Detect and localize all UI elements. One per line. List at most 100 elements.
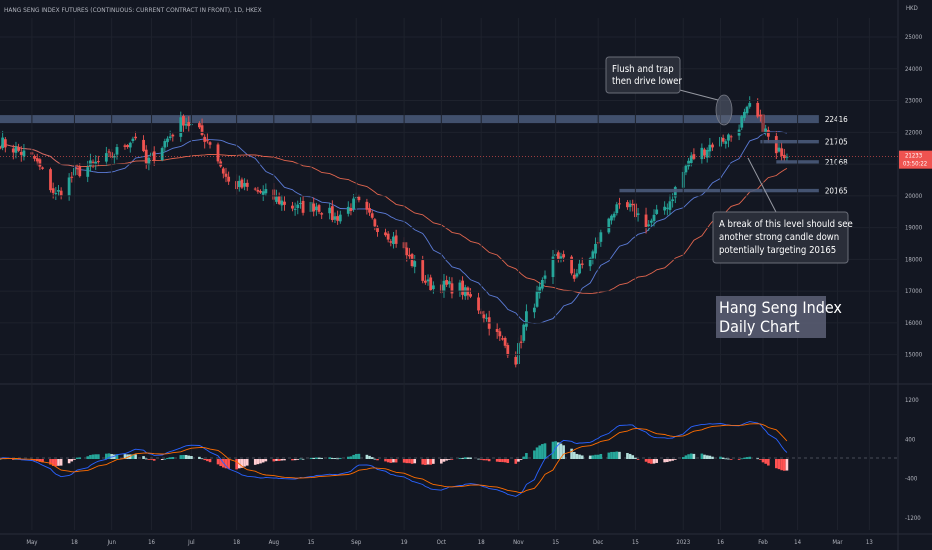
macd-histogram-bar [179,455,183,459]
macd-histogram-bar [692,453,696,459]
candle-body [346,206,350,214]
candle-body [301,200,305,213]
macd-histogram-bar [684,455,688,459]
macd-histogram-bar [700,453,704,459]
macd-histogram-bar [761,459,765,463]
macd-histogram-bar [644,459,648,462]
candle-body [570,256,574,274]
currency-label: HKD [906,5,918,12]
macd-histogram-bar [203,459,207,461]
candle-body [38,159,42,167]
candle-body [168,136,172,138]
macd-histogram-bar [131,454,135,459]
candle-body [748,103,752,107]
candle-body [86,167,90,177]
macd-histogram-bar [253,459,257,465]
candle-body [216,144,220,162]
macd-histogram-bar [365,454,369,459]
price-tick-label: 17000 [905,288,923,295]
level-label: 21705 [825,138,848,147]
macd-histogram-bar [107,453,111,459]
candle-body [559,256,563,259]
candle-body [144,149,148,164]
ma-50-line [0,142,788,294]
candle-body [283,201,286,205]
candle-body [182,115,185,126]
candle-body [703,149,706,156]
macd-histogram-bar [128,454,132,459]
candle-body [426,279,430,282]
moving-averages [0,131,788,324]
macd-histogram-bar [115,454,119,459]
macd-histogram-bar [168,457,172,459]
macd-histogram-bar [498,459,502,462]
candle-body [578,263,581,274]
macd-histogram-bar [73,459,76,460]
candle-body [11,148,15,153]
macd-histogram-bar [442,459,446,462]
macd-histogram-bar [293,459,297,461]
macd-histogram-bar [78,457,82,459]
macd-histogram-bar [317,457,321,459]
candle-body [277,196,281,204]
macd-histogram-bar [469,457,472,459]
macd-histogram-bar [354,453,358,459]
macd-histogram-bar [123,454,127,459]
macd-histogram-bar [647,459,651,464]
candle-body [538,286,542,294]
candle-body [463,287,467,297]
macd-histogram-bar [724,458,728,460]
macd-histogram-bar [759,459,762,460]
chart-label-box [716,296,826,338]
time-tick-label: 16 [148,539,155,546]
candle-body [711,144,714,148]
candle-body [618,203,621,205]
macd-histogram-bar [663,459,666,463]
macd-histogram-bar [0,459,2,460]
macd-tick-label: 1200 [905,397,919,404]
candle-body [543,275,547,279]
macd-histogram-bar [466,457,470,459]
macd-histogram-bar [421,459,425,465]
candlesticks [0,96,789,368]
candle-body [501,338,504,340]
callout-bottom-line3: potentially targeting 20165 [719,245,836,256]
last-price-value: 21233 [905,153,922,160]
candle-body [221,168,225,174]
candle-body [293,208,297,210]
candle-body [628,203,632,208]
macd-histogram-bar [275,459,278,461]
macd-histogram-bar [743,457,746,459]
macd-histogram-bar [578,454,581,459]
candle-body [394,235,398,244]
candle-body [405,247,409,256]
macd-histogram-bar [126,454,129,459]
macd-histogram-bar [216,459,220,465]
macd-histogram-bar [501,459,504,463]
macd-tick-label: -400 [905,476,918,483]
callout-bottom-line2: another strong candle down [719,232,839,243]
macd-histogram-bar [208,459,212,463]
macd-histogram-bar [440,459,443,464]
chart-label-line1: Hang Seng Index [719,298,842,317]
macd-histogram-bar [256,459,260,465]
candle-body [594,243,597,254]
candle-body [314,206,318,211]
time-tick-label: 15 [308,539,315,546]
macd-histogram-bar [554,441,557,459]
macd-histogram-bar [97,454,100,459]
time-tick-label: Sep [351,539,362,546]
candle-body [764,128,768,133]
candle-body [328,207,332,214]
candle-body [469,294,472,297]
candle-body [115,147,119,155]
macd-histogram-bar [373,458,377,460]
macd-histogram-bar [575,453,579,459]
time-tick-label: 14 [794,539,801,546]
candle-body [671,199,675,202]
candle-body [376,226,379,232]
macd-histogram-bar [740,458,744,460]
candle-body [729,136,733,138]
